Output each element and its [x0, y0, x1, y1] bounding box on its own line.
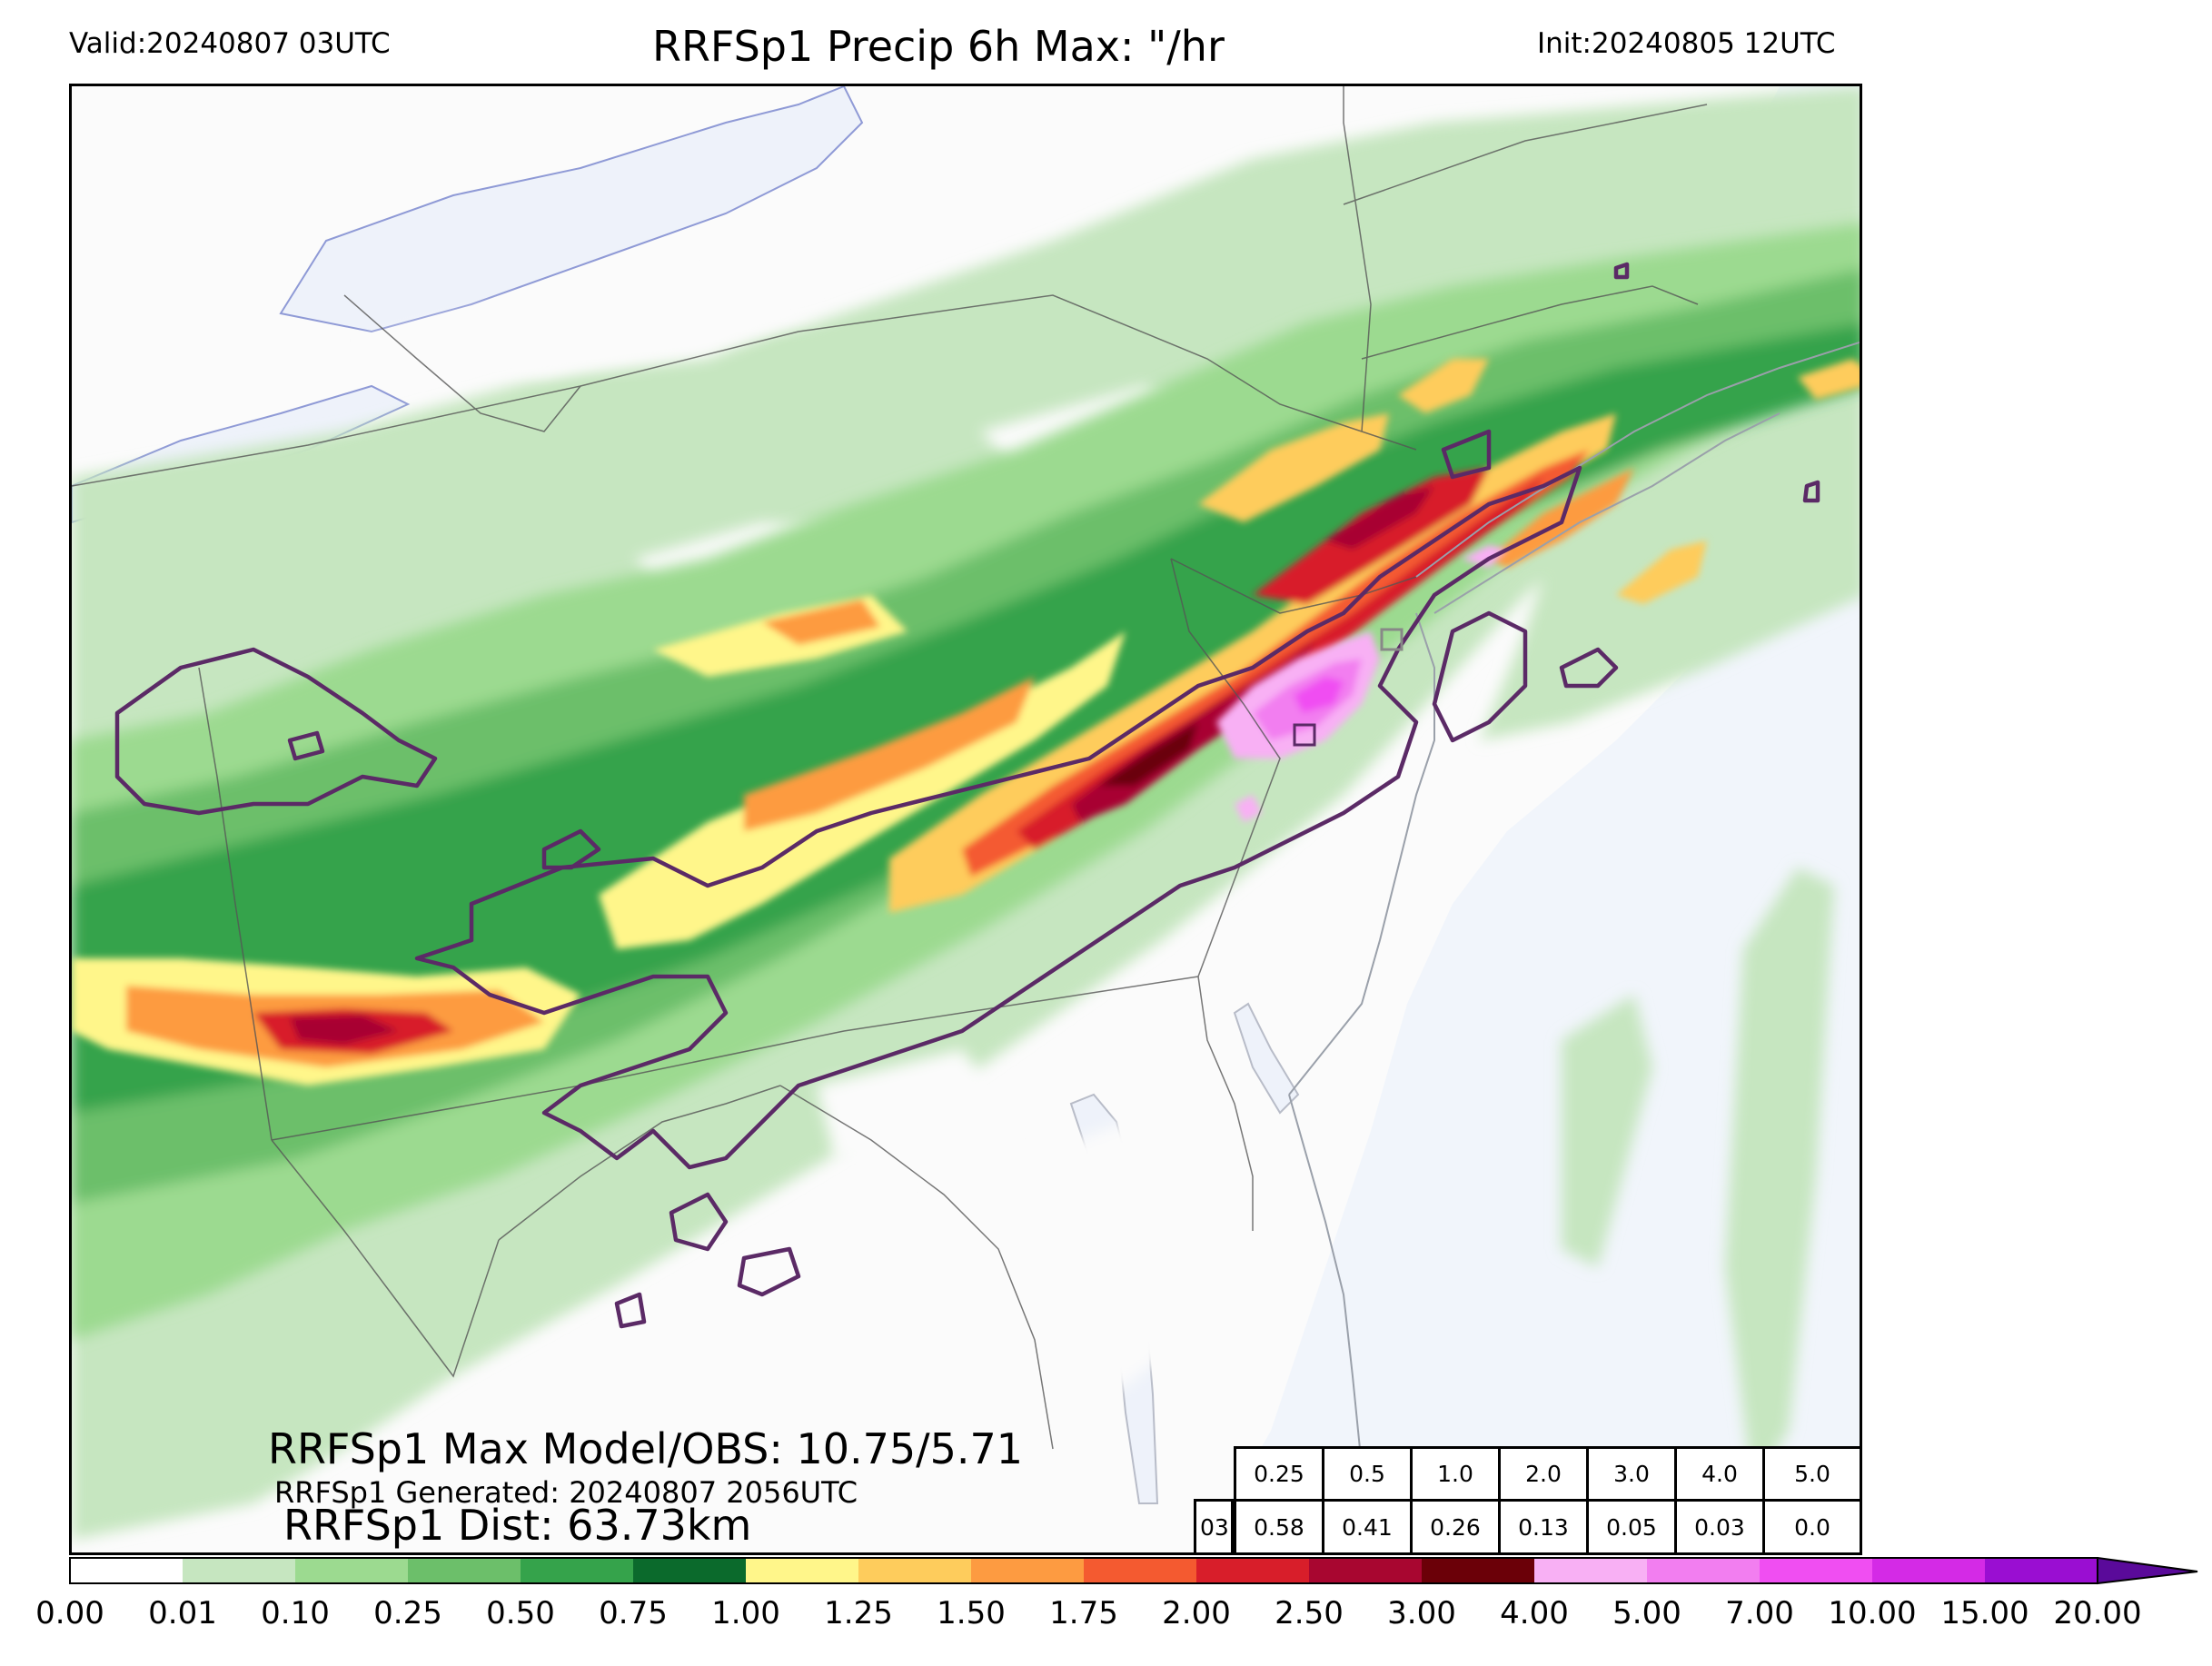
colorbar-segment — [408, 1558, 521, 1583]
colorbar-tick-label: 2.00 — [1162, 1595, 1231, 1631]
ny-pa-border — [72, 294, 1417, 487]
threshold-cell: 2.0 — [1498, 1446, 1589, 1502]
colorbar-segment — [1872, 1558, 1985, 1583]
colorbar-segment — [1534, 1558, 1647, 1583]
colorbar-tick-label: 2.50 — [1275, 1595, 1344, 1631]
value-cell: 0.05 — [1586, 1499, 1677, 1555]
wv-va-border — [498, 1085, 781, 1241]
colorbar-tick-label: 1.00 — [711, 1595, 780, 1631]
colorbar — [69, 1557, 2198, 1585]
valid-time-label: Valid:20240807 03UTC — [69, 27, 391, 60]
colorbar-segment — [858, 1558, 971, 1583]
obs-contour-east — [1432, 610, 1528, 743]
precip-map-canvas — [72, 86, 1860, 1552]
colorbar-segment — [521, 1558, 633, 1583]
colorbar-tick-label: 5.00 — [1612, 1595, 1681, 1631]
colorbar-tick-label: 1.50 — [937, 1595, 1006, 1631]
colorbar-segment — [971, 1558, 1084, 1583]
value-cell: 0.58 — [1234, 1499, 1324, 1555]
max-model-obs-label: RRFSp1 Max Model/OBS: 10.75/5.71 — [268, 1424, 1024, 1473]
md-va-border — [779, 1085, 1054, 1450]
obs-contour-west — [114, 647, 438, 816]
value-cell: 0.03 — [1674, 1499, 1765, 1555]
ontario-shore — [343, 294, 581, 432]
colorbar-segment — [70, 1558, 183, 1583]
table-row-label: 03 — [1194, 1499, 1234, 1555]
distance-label: RRFSp1 Dist: 63.73km — [283, 1501, 752, 1550]
colorbar-tick-label: 0.75 — [599, 1595, 668, 1631]
ny-ct-border — [1343, 86, 1372, 432]
colorbar-segment — [1985, 1558, 2098, 1583]
obs-max-marker — [1380, 628, 1404, 651]
colorbar-tick-label: 1.25 — [824, 1595, 893, 1631]
de-md-border — [1197, 976, 1254, 1231]
pa-md-border — [271, 976, 1199, 1141]
obs-contour-li — [1559, 647, 1619, 689]
obs-contour-small-5 — [1802, 480, 1820, 503]
value-cell: 0.26 — [1410, 1499, 1501, 1555]
colorbar-tick-label: 0.25 — [373, 1595, 442, 1631]
colorbar-segment — [1760, 1558, 1872, 1583]
obs-contour-small-3 — [614, 1292, 647, 1329]
obs-contour-small-7 — [287, 730, 325, 761]
threshold-cell: 4.0 — [1674, 1446, 1765, 1502]
generated-time-label: RRFSp1 Generated: 20240807 2056UTC — [274, 1475, 858, 1510]
colorbar-segment — [746, 1558, 858, 1583]
colorbar-extend-arrow — [2097, 1557, 2198, 1585]
value-cell: 0.0 — [1762, 1499, 1862, 1555]
colorbar-segment — [1309, 1558, 1422, 1583]
value-cell: 0.41 — [1322, 1499, 1413, 1555]
ct-coastline — [1415, 341, 1860, 578]
ny-nj-border — [1170, 558, 1417, 614]
obs-contour-small-8 — [541, 828, 601, 870]
ct-ma-border — [1361, 285, 1699, 360]
threshold-cell: 0.5 — [1322, 1446, 1413, 1502]
value-cell: 0.13 — [1498, 1499, 1589, 1555]
colorbar-tick-label: 7.00 — [1725, 1595, 1794, 1631]
colorbar-segment — [295, 1558, 408, 1583]
threshold-cell: 1.0 — [1410, 1446, 1501, 1502]
obs-contour-small-6 — [1613, 262, 1630, 280]
threshold-cell: 5.0 — [1762, 1446, 1862, 1502]
colorbar-tick-label: 0.10 — [261, 1595, 330, 1631]
pa-nj-border — [1170, 558, 1281, 977]
oh-pa-border — [198, 667, 273, 1141]
colorbar-tick-label: 0.01 — [148, 1595, 217, 1631]
colorbar-frame — [69, 1557, 2098, 1584]
threshold-cell: 0.25 — [1234, 1446, 1324, 1502]
obs-contour-small-4 — [1441, 429, 1492, 480]
colorbar-tick-label: 15.00 — [1940, 1595, 2029, 1631]
ny-vt-border — [1343, 104, 1708, 205]
init-time-label: Init:20240805 12UTC — [1537, 27, 1836, 60]
colorbar-segment — [1647, 1558, 1760, 1583]
map-panel — [69, 84, 1862, 1555]
lake-ontario — [279, 86, 864, 333]
colorbar-tick-label: 0.50 — [486, 1595, 555, 1631]
obs-contour-small-2 — [737, 1246, 801, 1297]
map-title: RRFSp1 Precip 6h Max: "/hr — [652, 22, 1225, 71]
obs-contour-central — [414, 465, 1582, 1170]
colorbar-tick-label: 0.00 — [35, 1595, 104, 1631]
atlantic-ocean — [1201, 543, 1860, 1552]
colorbar-tick-label: 10.00 — [1828, 1595, 1917, 1631]
threshold-comparison-table: 03 0.25 0.5 1.0 2.0 3.0 4.0 5.0 0.58 0.4… — [1194, 1446, 1864, 1557]
threshold-cell: 3.0 — [1586, 1446, 1677, 1502]
colorbar-segment — [183, 1558, 295, 1583]
colorbar-segment — [1084, 1558, 1196, 1583]
colorbar-segment — [1422, 1558, 1534, 1583]
obs-contour-small-1 — [669, 1192, 729, 1252]
wv-border — [271, 1139, 500, 1378]
colorbar-segment — [633, 1558, 746, 1583]
long-island-coastline — [1433, 412, 1781, 614]
nj-coastline — [1288, 612, 1435, 1096]
model-max-marker — [1293, 723, 1316, 747]
delaware-bay — [1233, 1002, 1300, 1115]
colorbar-segment — [1196, 1558, 1309, 1583]
colorbar-tick-label: 20.00 — [2053, 1595, 2142, 1631]
colorbar-tick-label: 1.75 — [1049, 1595, 1118, 1631]
colorbar-tick-label: 3.00 — [1387, 1595, 1456, 1631]
colorbar-tick-label: 4.00 — [1500, 1595, 1569, 1631]
